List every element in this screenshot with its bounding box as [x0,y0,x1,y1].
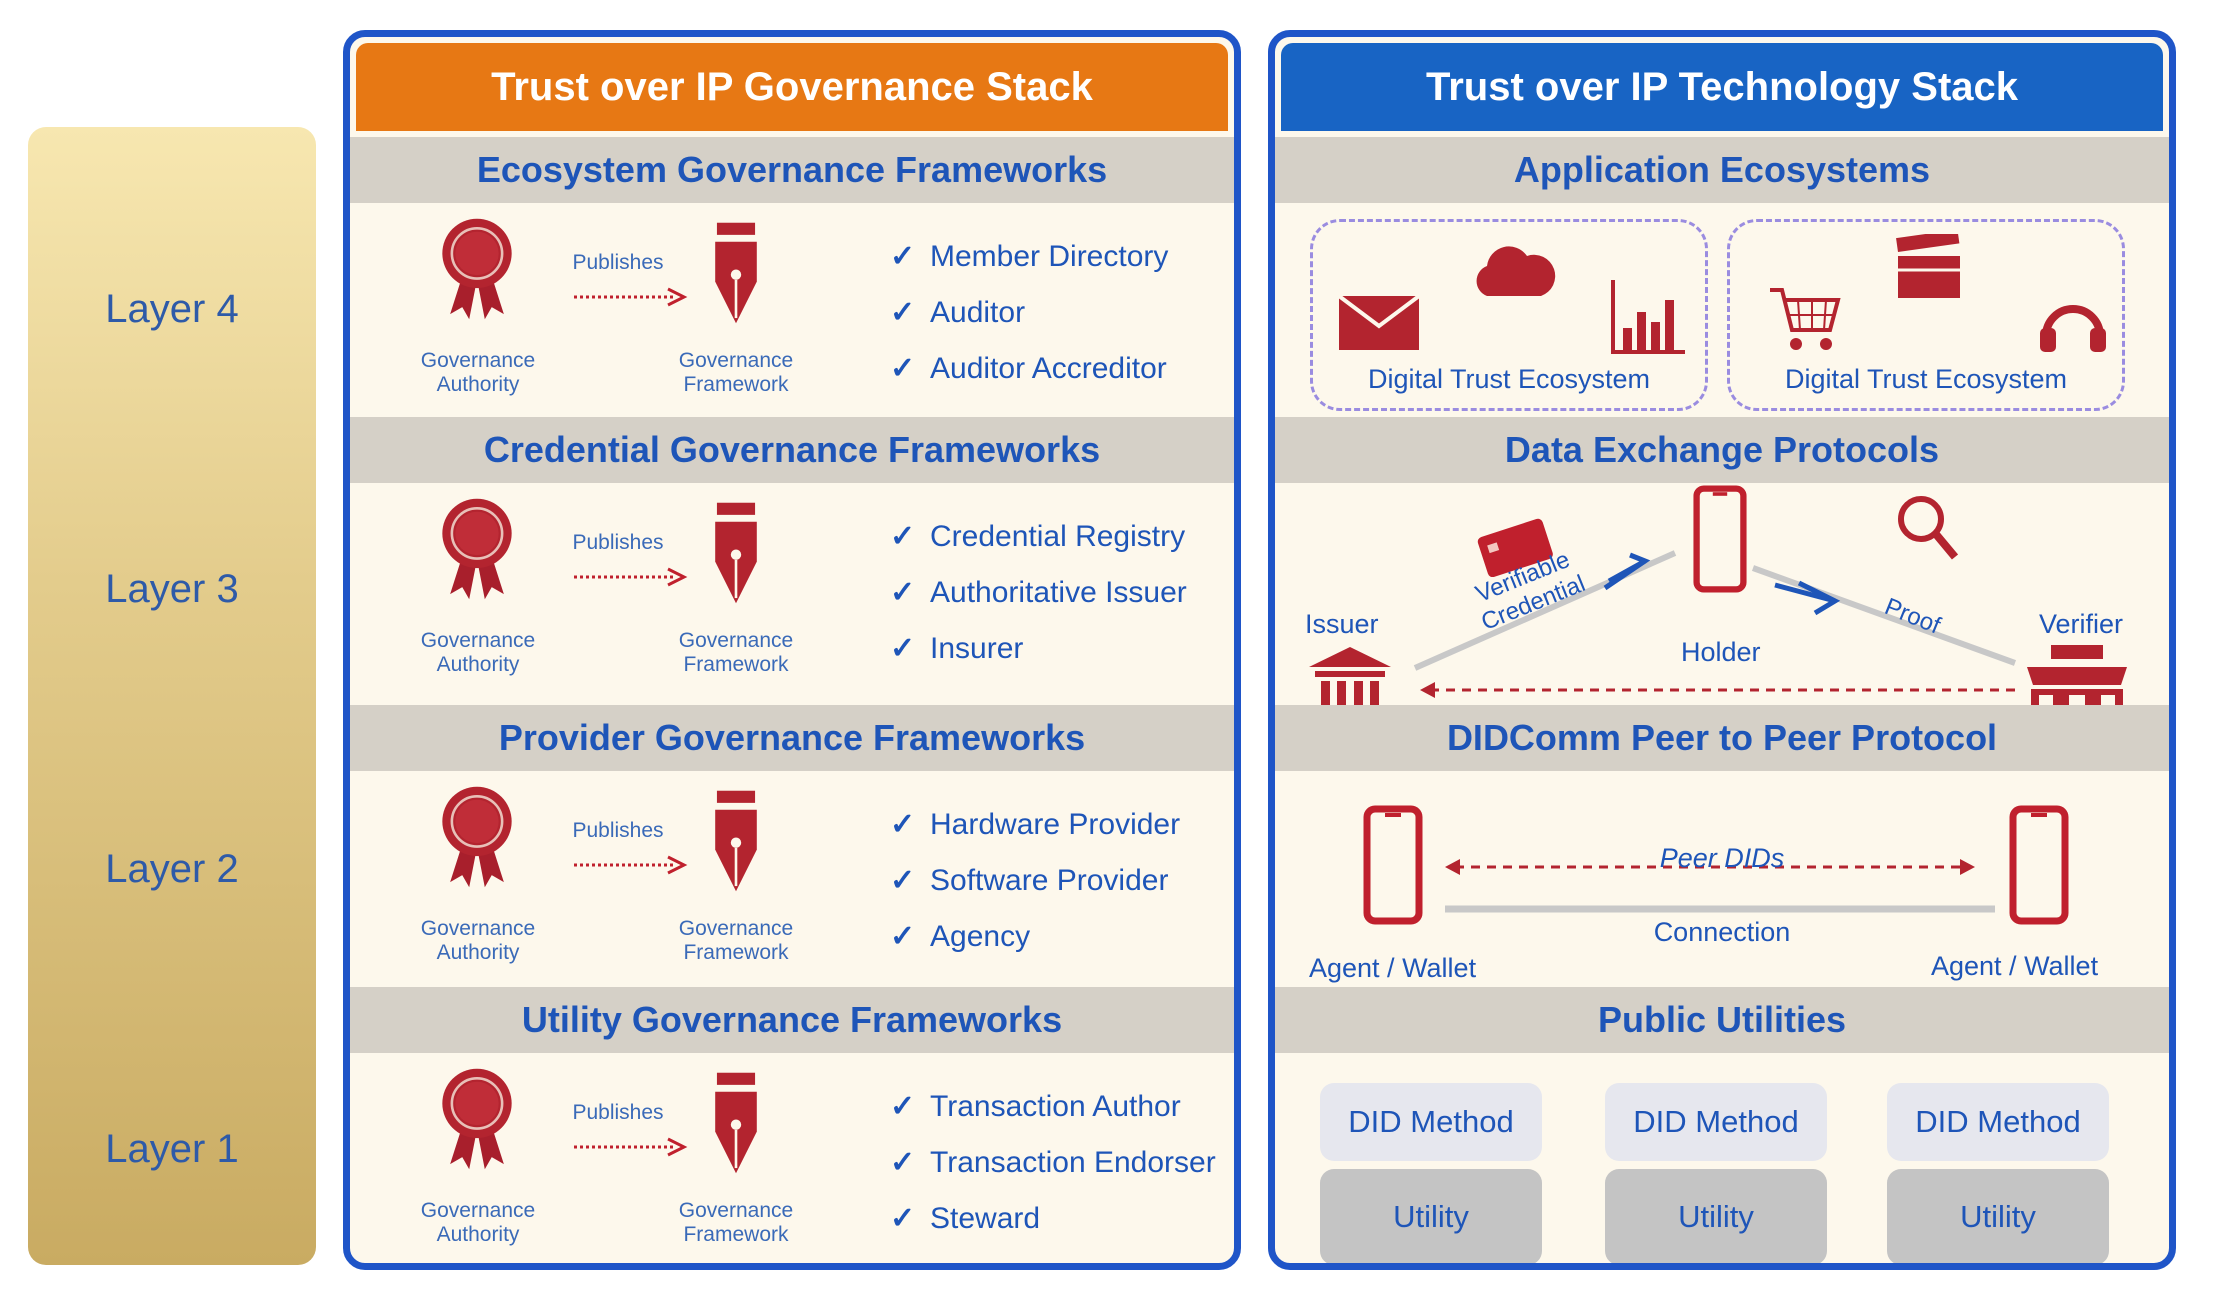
data-exchange-diagram [1413,550,2017,698]
governance-stack-title: Trust over IP Governance Stack [356,43,1228,131]
governance-authority-label: Governance Authority [420,629,536,676]
governance-framework-pen-icon [710,789,762,893]
governance-checklist-item: ✓ Member Directory [890,240,1169,273]
layer-3-label: Layer 3 [105,567,239,611]
utility-3: Utility [1887,1169,2109,1263]
check-mark-icon: ✓ [890,240,916,273]
governance-framework-label: Governance Framework [678,629,794,676]
headphones-icon [2040,305,2106,352]
governance-framework-label: Governance Framework [678,917,794,964]
technology-stack-title: Trust over IP Technology Stack [1281,43,2163,131]
governance-checklist-item: ✓ Software Provider [890,864,1169,897]
check-mark-icon: ✓ [890,632,916,665]
check-mark-icon: ✓ [890,920,916,953]
check-mark-icon: ✓ [890,520,916,553]
publishes-label: Publishes [572,819,664,842]
did-method-3: DID Method [1887,1083,2109,1161]
governance-checklist-item: ✓ Transaction Author [890,1090,1181,1123]
governance-framework-pen-icon [710,221,762,325]
did-method-1: DID Method [1320,1083,1542,1161]
governance-authority-label: Governance Authority [420,917,536,964]
governance-framework-pen-icon [710,1071,762,1175]
publishes-arrow-icon [574,567,688,587]
holder-phone-icon [1693,485,1747,593]
peer-dids-label: Peer DIDs [1659,843,1785,873]
check-mark-icon: ✓ [890,808,916,841]
check-mark-icon: ✓ [890,864,916,897]
issuer-label: Issuer [1305,609,1379,639]
ecosystem-1-label: Digital Trust Ecosystem [1367,364,1651,394]
connection-label: Connection [1653,917,1791,947]
check-mark-icon: ✓ [890,1090,916,1123]
governance-framework-label: Governance Framework [678,1199,794,1246]
governance-authority-rosette-icon [438,1067,516,1171]
governance-authority-rosette-icon [438,217,516,321]
publishes-label: Publishes [572,251,664,274]
utility-1: Utility [1320,1169,1542,1263]
didcomm-connection-lines [1445,859,1995,913]
publishes-arrow-icon [574,855,688,875]
governance-authority-rosette-icon [438,785,516,889]
didcomm-header: DIDComm Peer to Peer Protocol [1275,705,2169,771]
publishes-label: Publishes [572,531,664,554]
layer-column: Layer 4 Layer 3 Layer 2 Layer 1 [28,127,316,1265]
governance-checklist-item: ✓ Credential Registry [890,520,1186,553]
governance-checklist-item: ✓ Steward [890,1202,1041,1235]
governance-checklist-item: ✓ Insurer [890,632,1024,665]
check-mark-icon: ✓ [890,1146,916,1179]
governance-checklist-item: ✓ Agency [890,920,1031,953]
application-ecosystems-header: Application Ecosystems [1275,137,2169,203]
governance-section-header-1: Ecosystem Governance Frameworks [350,137,1234,203]
governance-authority-label: Governance Authority [420,1199,536,1246]
check-mark-icon: ✓ [890,1202,916,1235]
check-mark-icon: ✓ [890,352,916,385]
governance-framework-label: Governance Framework [678,349,794,396]
envelope-icon [1337,294,1421,350]
holder-label: Holder [1681,637,1761,667]
governance-authority-label: Governance Authority [420,349,536,396]
magnifier-icon [1898,496,1959,560]
bar-chart-icon [1611,280,1685,354]
publishes-arrow-icon [574,1137,688,1157]
agent-wallet-left-label: Agent / Wallet [1309,953,1477,983]
ecosystem-2-label: Digital Trust Ecosystem [1784,364,2068,394]
governance-checklist-item: ✓ Authoritative Issuer [890,576,1187,609]
ecosystem-box-1: Digital Trust Ecosystem [1310,219,1708,411]
did-method-2: DID Method [1605,1083,1827,1161]
check-mark-icon: ✓ [890,576,916,609]
check-mark-icon: ✓ [890,296,916,329]
public-utilities-header: Public Utilities [1275,987,2169,1053]
governance-checklist-item: ✓ Transaction Endorser [890,1146,1216,1179]
governance-section-header-2: Credential Governance Frameworks [350,417,1234,483]
publishes-label: Publishes [572,1101,664,1124]
data-exchange-header: Data Exchange Protocols [1275,417,2169,483]
utility-2: Utility [1605,1169,1827,1263]
governance-section-header-4: Utility Governance Frameworks [350,987,1234,1053]
shopping-cart-icon [1770,288,1841,350]
ecosystem-box-2: Digital Trust Ecosystem [1727,219,2125,411]
governance-checklist-item: ✓ Auditor [890,296,1026,329]
clapperboard-icon [1896,234,1960,298]
verifier-label: Verifier [2039,609,2124,639]
technology-stack: Trust over IP Technology Stack Applicati… [1268,30,2176,1270]
governance-section-header-3: Provider Governance Frameworks [350,705,1234,771]
publishes-arrow-icon [574,287,688,307]
cloud-icon [1476,246,1556,296]
layer-4-label: Layer 4 [105,287,239,331]
layer-2-label: Layer 2 [105,847,239,891]
governance-authority-rosette-icon [438,497,516,601]
credit-card-icon [1477,518,1553,577]
agent-wallet-right-label: Agent / Wallet [1931,951,2099,981]
governance-framework-pen-icon [710,501,762,605]
layer-1-label: Layer 1 [105,1127,239,1171]
governance-checklist-item: ✓ Hardware Provider [890,808,1181,841]
governance-checklist-item: ✓ Auditor Accreditor [890,352,1167,385]
governance-stack: Trust over IP Governance Stack Ecosystem… [343,30,1241,1270]
